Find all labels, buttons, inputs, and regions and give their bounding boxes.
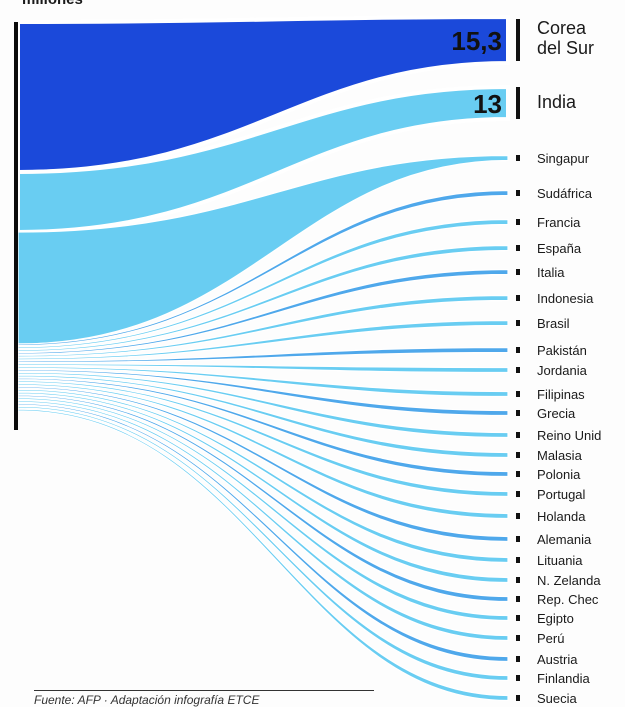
target-marker [516, 471, 520, 477]
source-note: Fuente: AFP · Adaptación infografía ETCE [34, 690, 374, 707]
target-label: Alemania [537, 532, 592, 547]
value-label: 15,3 [451, 26, 502, 56]
target-marker [516, 557, 520, 563]
flow-band [17, 394, 509, 603]
target-marker [516, 513, 520, 519]
target-label: Holanda [537, 509, 586, 524]
target-marker [516, 675, 520, 681]
flow-band [16, 84, 510, 235]
target-marker [516, 536, 520, 542]
flow-band [17, 402, 509, 663]
target-label: España [537, 241, 582, 256]
target-marker [516, 155, 520, 161]
flow-band [17, 400, 509, 642]
flow-band [17, 405, 509, 682]
flow-band [17, 397, 509, 622]
flow-band [17, 319, 509, 361]
target-marker [516, 87, 520, 119]
flow-band [17, 383, 509, 520]
target-marker [516, 391, 520, 397]
flow-band [17, 408, 509, 702]
target-label: Egipto [537, 611, 574, 626]
target-label: Polonia [537, 467, 581, 482]
target-label: Lituania [537, 553, 583, 568]
target-marker [516, 19, 520, 61]
flow-band [17, 374, 509, 459]
flow-band [17, 244, 509, 352]
target-label: Francia [537, 215, 581, 230]
target-label: Perú [537, 631, 564, 646]
target-label: Grecia [537, 406, 576, 421]
flow-band [17, 371, 509, 439]
target-label: Malasia [537, 448, 583, 463]
header-fragment: millones [22, 0, 83, 8]
target-label: Portugal [537, 487, 586, 502]
target-label: Pakistán [537, 343, 587, 358]
flow-band [17, 294, 509, 358]
flow-band [17, 380, 509, 498]
value-label: 13 [473, 89, 502, 119]
flow-band [17, 388, 509, 564]
target-marker [516, 695, 520, 701]
flow-band [17, 189, 509, 347]
flow-band [17, 218, 509, 350]
flow-band [17, 385, 509, 543]
target-label: Suecia [537, 691, 578, 706]
target-label: India [537, 92, 577, 112]
target-label: Singapur [537, 151, 590, 166]
flow-band [17, 391, 509, 584]
target-label: Indonesia [537, 291, 594, 306]
target-label: Finlandia [537, 671, 591, 686]
source-bar [14, 22, 18, 430]
target-marker [516, 367, 520, 373]
target-label: Corea [537, 18, 587, 38]
target-marker [516, 410, 520, 416]
target-label: Rep. Chec [537, 592, 599, 607]
target-marker [516, 320, 520, 326]
target-marker [516, 491, 520, 497]
target-label: Sudáfrica [537, 186, 593, 201]
flow-band [16, 14, 510, 175]
target-marker [516, 190, 520, 196]
target-marker [516, 577, 520, 583]
target-label: Filipinas [537, 387, 585, 402]
target-marker [516, 656, 520, 662]
target-label: Jordania [537, 363, 588, 378]
target-marker [516, 596, 520, 602]
target-label: Brasil [537, 316, 570, 331]
flow-band [17, 377, 509, 478]
target-marker [516, 635, 520, 641]
flow-band [17, 346, 509, 364]
flow-band [17, 368, 509, 417]
target-label: del Sur [537, 38, 594, 58]
flow-band [17, 154, 509, 345]
target-marker [516, 295, 520, 301]
target-marker [516, 432, 520, 438]
flow-layer [16, 14, 510, 702]
target-marker [516, 219, 520, 225]
target-marker [516, 452, 520, 458]
target-marker [516, 269, 520, 275]
target-label: Reino Unid [537, 428, 601, 443]
target-marker [516, 347, 520, 353]
target-marker [516, 615, 520, 621]
target-label: Italia [537, 265, 565, 280]
flow-band [17, 363, 509, 374]
target-marker [516, 245, 520, 251]
flow-band [17, 366, 509, 398]
target-label: Austria [537, 652, 578, 667]
flow-band [17, 268, 509, 355]
target-label: N. Zelanda [537, 573, 601, 588]
